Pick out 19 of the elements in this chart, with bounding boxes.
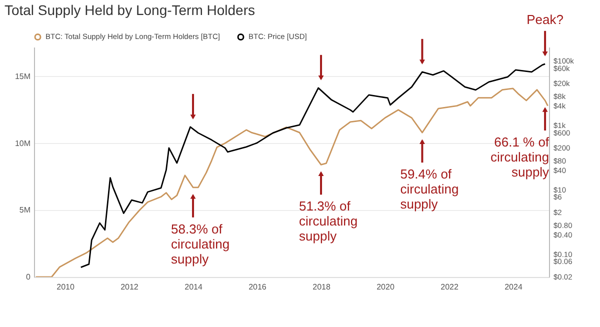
y-tick-label: 10M	[14, 138, 31, 148]
x-tick-label: 2014	[184, 282, 203, 292]
y-tick-label: 15M	[14, 72, 31, 81]
line-series	[35, 88, 548, 277]
annotation: 51.3% of circulating supply	[299, 198, 358, 244]
y-tick-label: 0	[26, 272, 32, 282]
annotation: 59.4% of circulating supply	[400, 166, 459, 212]
x-tick-label: 2012	[120, 282, 139, 292]
text: Peak?	[526, 12, 564, 27]
x-tick-label: 2024	[504, 282, 523, 292]
annotation: 66.1 % of circulating supply	[490, 134, 550, 180]
chart-title: Total Supply Held by Long-Term Holders	[4, 2, 256, 18]
x-tick-label: 2018	[312, 282, 331, 292]
x-tick-label: 2016	[248, 282, 267, 292]
annotation: 58.3% of circulating supply	[171, 221, 230, 266]
x-tick-label: 2022	[440, 282, 459, 292]
x-tick-label: 2010	[56, 282, 75, 292]
y-tick-label: 5M	[19, 206, 31, 215]
x-tick-label: 2020	[376, 282, 395, 292]
